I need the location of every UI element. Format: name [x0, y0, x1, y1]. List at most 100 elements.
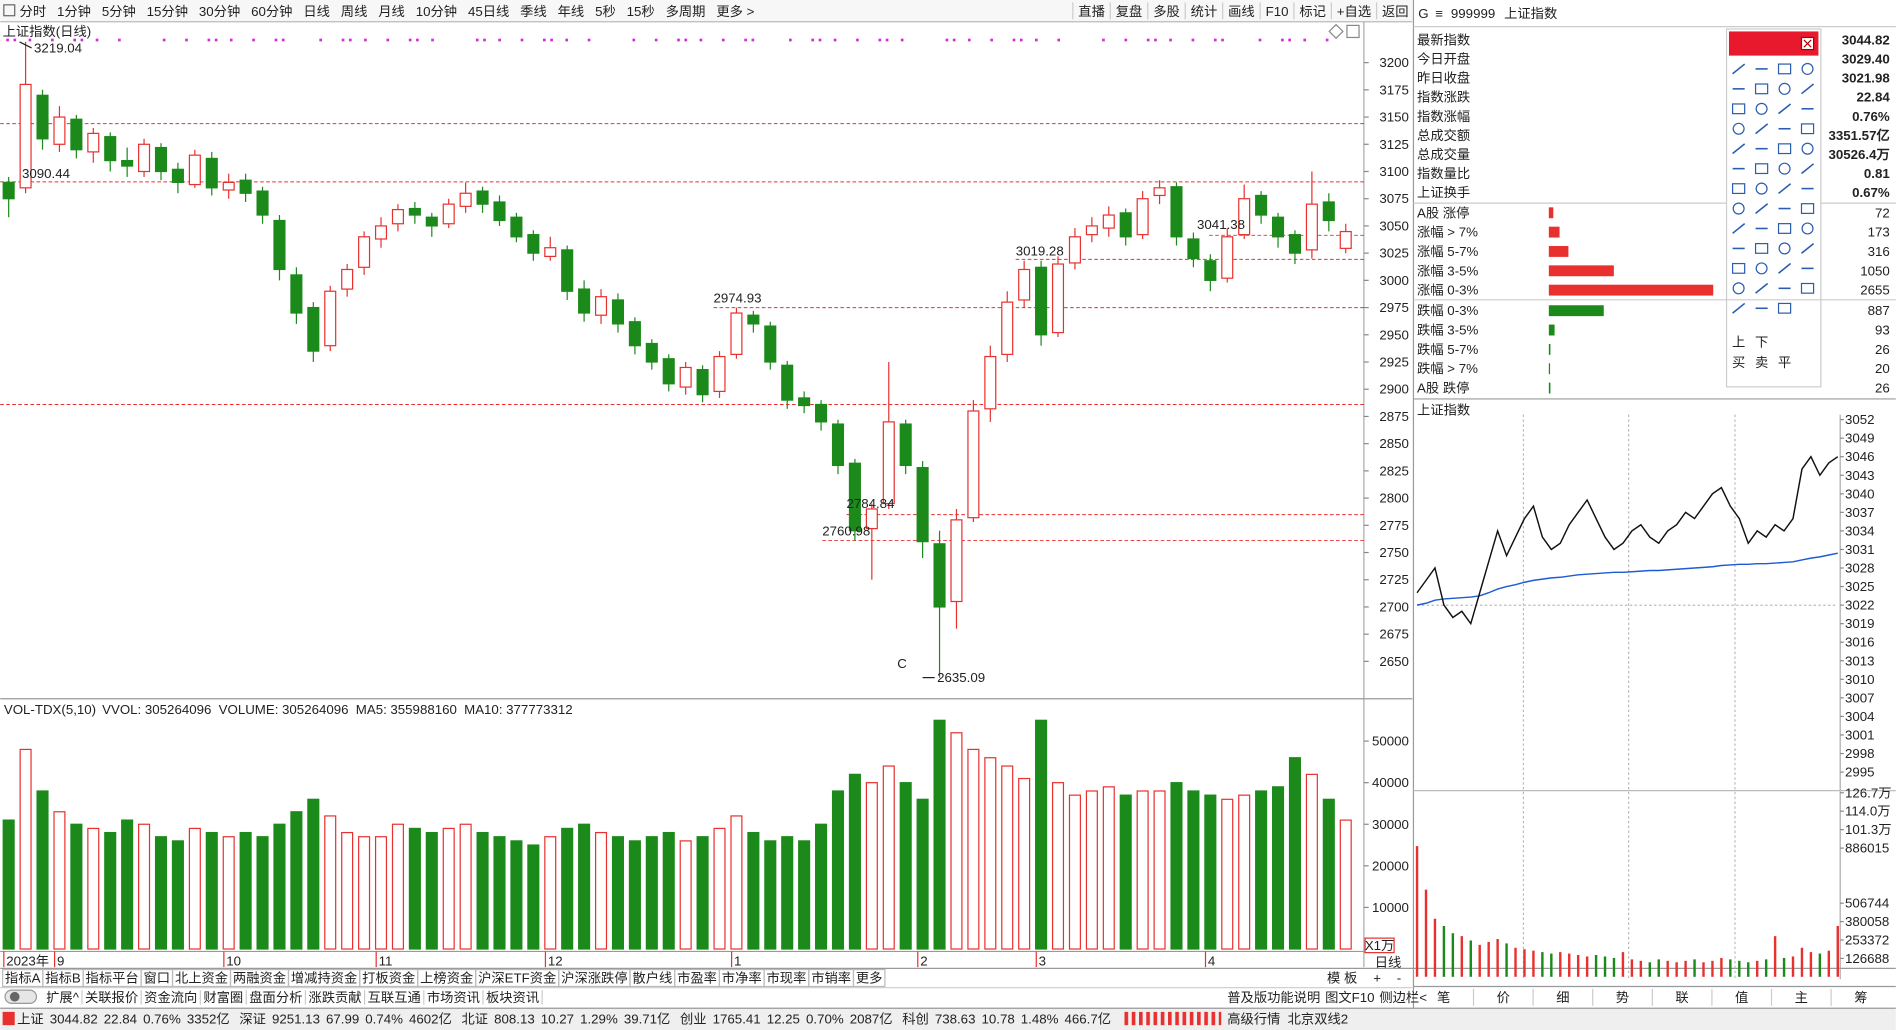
toolbar-action[interactable]: 返回 — [1382, 4, 1409, 19]
intraday-tab[interactable]: 主 — [1795, 990, 1808, 1005]
candle-body — [950, 519, 963, 603]
candle-body — [154, 146, 168, 173]
info-tab[interactable]: 市场资讯 — [427, 989, 480, 1005]
breadth-value: 1050 — [1860, 263, 1890, 278]
tool-label[interactable]: 平 — [1778, 355, 1791, 370]
zoom-button[interactable]: - — [1397, 971, 1401, 986]
tool-label[interactable]: 卖 — [1755, 355, 1768, 370]
signal-dot — [721, 38, 725, 42]
candle-body — [628, 321, 641, 347]
indicator-tab[interactable]: 更多 — [856, 970, 883, 986]
side-link[interactable]: 侧边栏< — [1379, 990, 1427, 1005]
tool-icon — [1800, 123, 1815, 135]
indicator-tab[interactable]: 增减持资金 — [291, 971, 357, 986]
candle-body — [1001, 301, 1014, 355]
volume-bar — [188, 827, 201, 950]
intraday-tab[interactable]: 笔 — [1437, 990, 1450, 1005]
period-tab[interactable]: 更多 > — [716, 3, 754, 19]
info-tab[interactable]: 扩展^ — [46, 990, 80, 1005]
info-tab[interactable]: 板块资讯 — [486, 990, 539, 1005]
period-tab[interactable]: 30分钟 — [199, 3, 240, 19]
info-tab[interactable]: 关联报价 — [85, 990, 138, 1005]
intraday-tab[interactable]: 细 — [1556, 990, 1569, 1005]
side-link[interactable]: 图文F10 — [1325, 990, 1374, 1005]
period-tab[interactable]: 60分钟 — [251, 3, 292, 19]
indicator-tab[interactable]: 指标B — [45, 971, 81, 986]
toolbar-action[interactable]: F10 — [1266, 4, 1289, 19]
period-tab[interactable]: 45日线 — [468, 4, 509, 19]
indicator-tab[interactable]: 指标A — [5, 971, 41, 986]
period-tab[interactable]: 月线 — [378, 4, 405, 19]
x-tick-label: 9 — [57, 954, 64, 969]
breadth-bar — [1548, 226, 1560, 238]
period-tab[interactable]: 多周期 — [666, 3, 706, 19]
candle-body — [36, 94, 49, 140]
intraday-vol-tick-label: 114.0万 — [1845, 804, 1891, 819]
info-tab[interactable]: 财富圈 — [203, 989, 243, 1005]
indicator-tab[interactable]: 沪深涨跌停 — [561, 970, 627, 986]
toolbar-action[interactable]: 画线 — [1228, 4, 1255, 19]
signal-dot — [1213, 38, 1217, 42]
toolbar-action[interactable]: 直播 — [1078, 4, 1105, 19]
period-tab[interactable]: 季线 — [520, 4, 547, 19]
y-tick-label: 2850 — [1379, 436, 1409, 451]
intraday-tab[interactable]: 联 — [1675, 990, 1688, 1005]
side-link[interactable]: 普及版功能说明 — [1227, 990, 1320, 1005]
volume-bar — [104, 831, 117, 950]
indicator-tab[interactable]: 窗口 — [144, 970, 171, 986]
indicator-tab[interactable]: 市销率 — [811, 970, 851, 986]
toolbar-action[interactable]: 统计 — [1191, 4, 1218, 19]
period-tab[interactable]: 周线 — [341, 4, 368, 19]
zoom-button[interactable]: + — [1373, 971, 1381, 986]
status-link[interactable]: 北京双线2 — [1288, 1012, 1349, 1027]
signal-dot — [1258, 38, 1262, 42]
period-tab[interactable]: 10分钟 — [416, 3, 457, 19]
tool-icon — [1801, 142, 1814, 155]
indicator-tab[interactable]: 市盈率 — [677, 970, 717, 986]
intraday-y-tick-label: 3013 — [1845, 653, 1875, 668]
volume-bar — [1170, 782, 1183, 950]
period-tab[interactable]: 15分钟 — [147, 3, 188, 19]
info-tab[interactable]: 资金流向 — [144, 990, 197, 1005]
tool-label[interactable]: 上 — [1732, 335, 1745, 350]
period-tab[interactable]: 年线 — [558, 4, 585, 19]
toolbar-action[interactable]: +自选 — [1337, 4, 1371, 19]
indicator-tab[interactable]: 市现率 — [767, 970, 807, 986]
price-annotation: 3019.28 — [1016, 243, 1064, 258]
indicator-tab[interactable]: 沪深ETF资金 — [478, 971, 556, 986]
candle-body — [645, 342, 658, 363]
intraday-tab[interactable]: 筹 — [1854, 989, 1867, 1005]
intraday-tab[interactable]: 势 — [1616, 990, 1629, 1005]
toolbar-action[interactable]: 多股 — [1153, 3, 1180, 19]
toolbar-action[interactable]: 复盘 — [1116, 3, 1143, 19]
template-button[interactable]: 模 板 — [1327, 971, 1357, 986]
y-tick-label: 3175 — [1379, 82, 1409, 97]
candle-body — [815, 403, 828, 423]
indicator-tab[interactable]: 打板资金 — [362, 971, 415, 986]
tool-label[interactable]: 下 — [1755, 335, 1768, 350]
period-tab[interactable]: 15秒 — [627, 4, 655, 19]
info-tab[interactable]: 互联互通 — [368, 990, 421, 1005]
indicator-tab[interactable]: 市净率 — [722, 970, 762, 986]
intraday-tab[interactable]: 价 — [1497, 990, 1510, 1005]
toolbar-action[interactable]: 标记 — [1299, 4, 1326, 19]
status-link[interactable]: 高级行情 — [1227, 1011, 1280, 1027]
indicator-tab[interactable]: 北上资金 — [175, 971, 228, 986]
period-tab[interactable]: 5分钟 — [102, 3, 136, 19]
info-tab[interactable]: 涨跌贡献 — [308, 990, 361, 1005]
period-tab[interactable]: 分时 — [20, 4, 47, 19]
candle-body — [1288, 234, 1302, 254]
period-tab[interactable]: 日线 — [303, 4, 330, 19]
status-change: 10.78 — [982, 1012, 1015, 1027]
period-tab[interactable]: 5秒 — [595, 4, 616, 19]
indicator-tab[interactable]: 上榜资金 — [420, 970, 473, 986]
period-tab[interactable]: 1分钟 — [57, 3, 91, 19]
indicator-tab[interactable]: 散户线 — [632, 970, 672, 986]
candle-body — [425, 216, 438, 227]
info-tab[interactable]: 盘面分析 — [249, 989, 302, 1005]
candle-body — [1102, 214, 1115, 229]
indicator-tab[interactable]: 指标平台 — [86, 971, 139, 986]
indicator-tab[interactable]: 两融资金 — [233, 971, 286, 986]
intraday-tab[interactable]: 值 — [1735, 990, 1748, 1005]
tool-label[interactable]: 买 — [1732, 355, 1745, 370]
